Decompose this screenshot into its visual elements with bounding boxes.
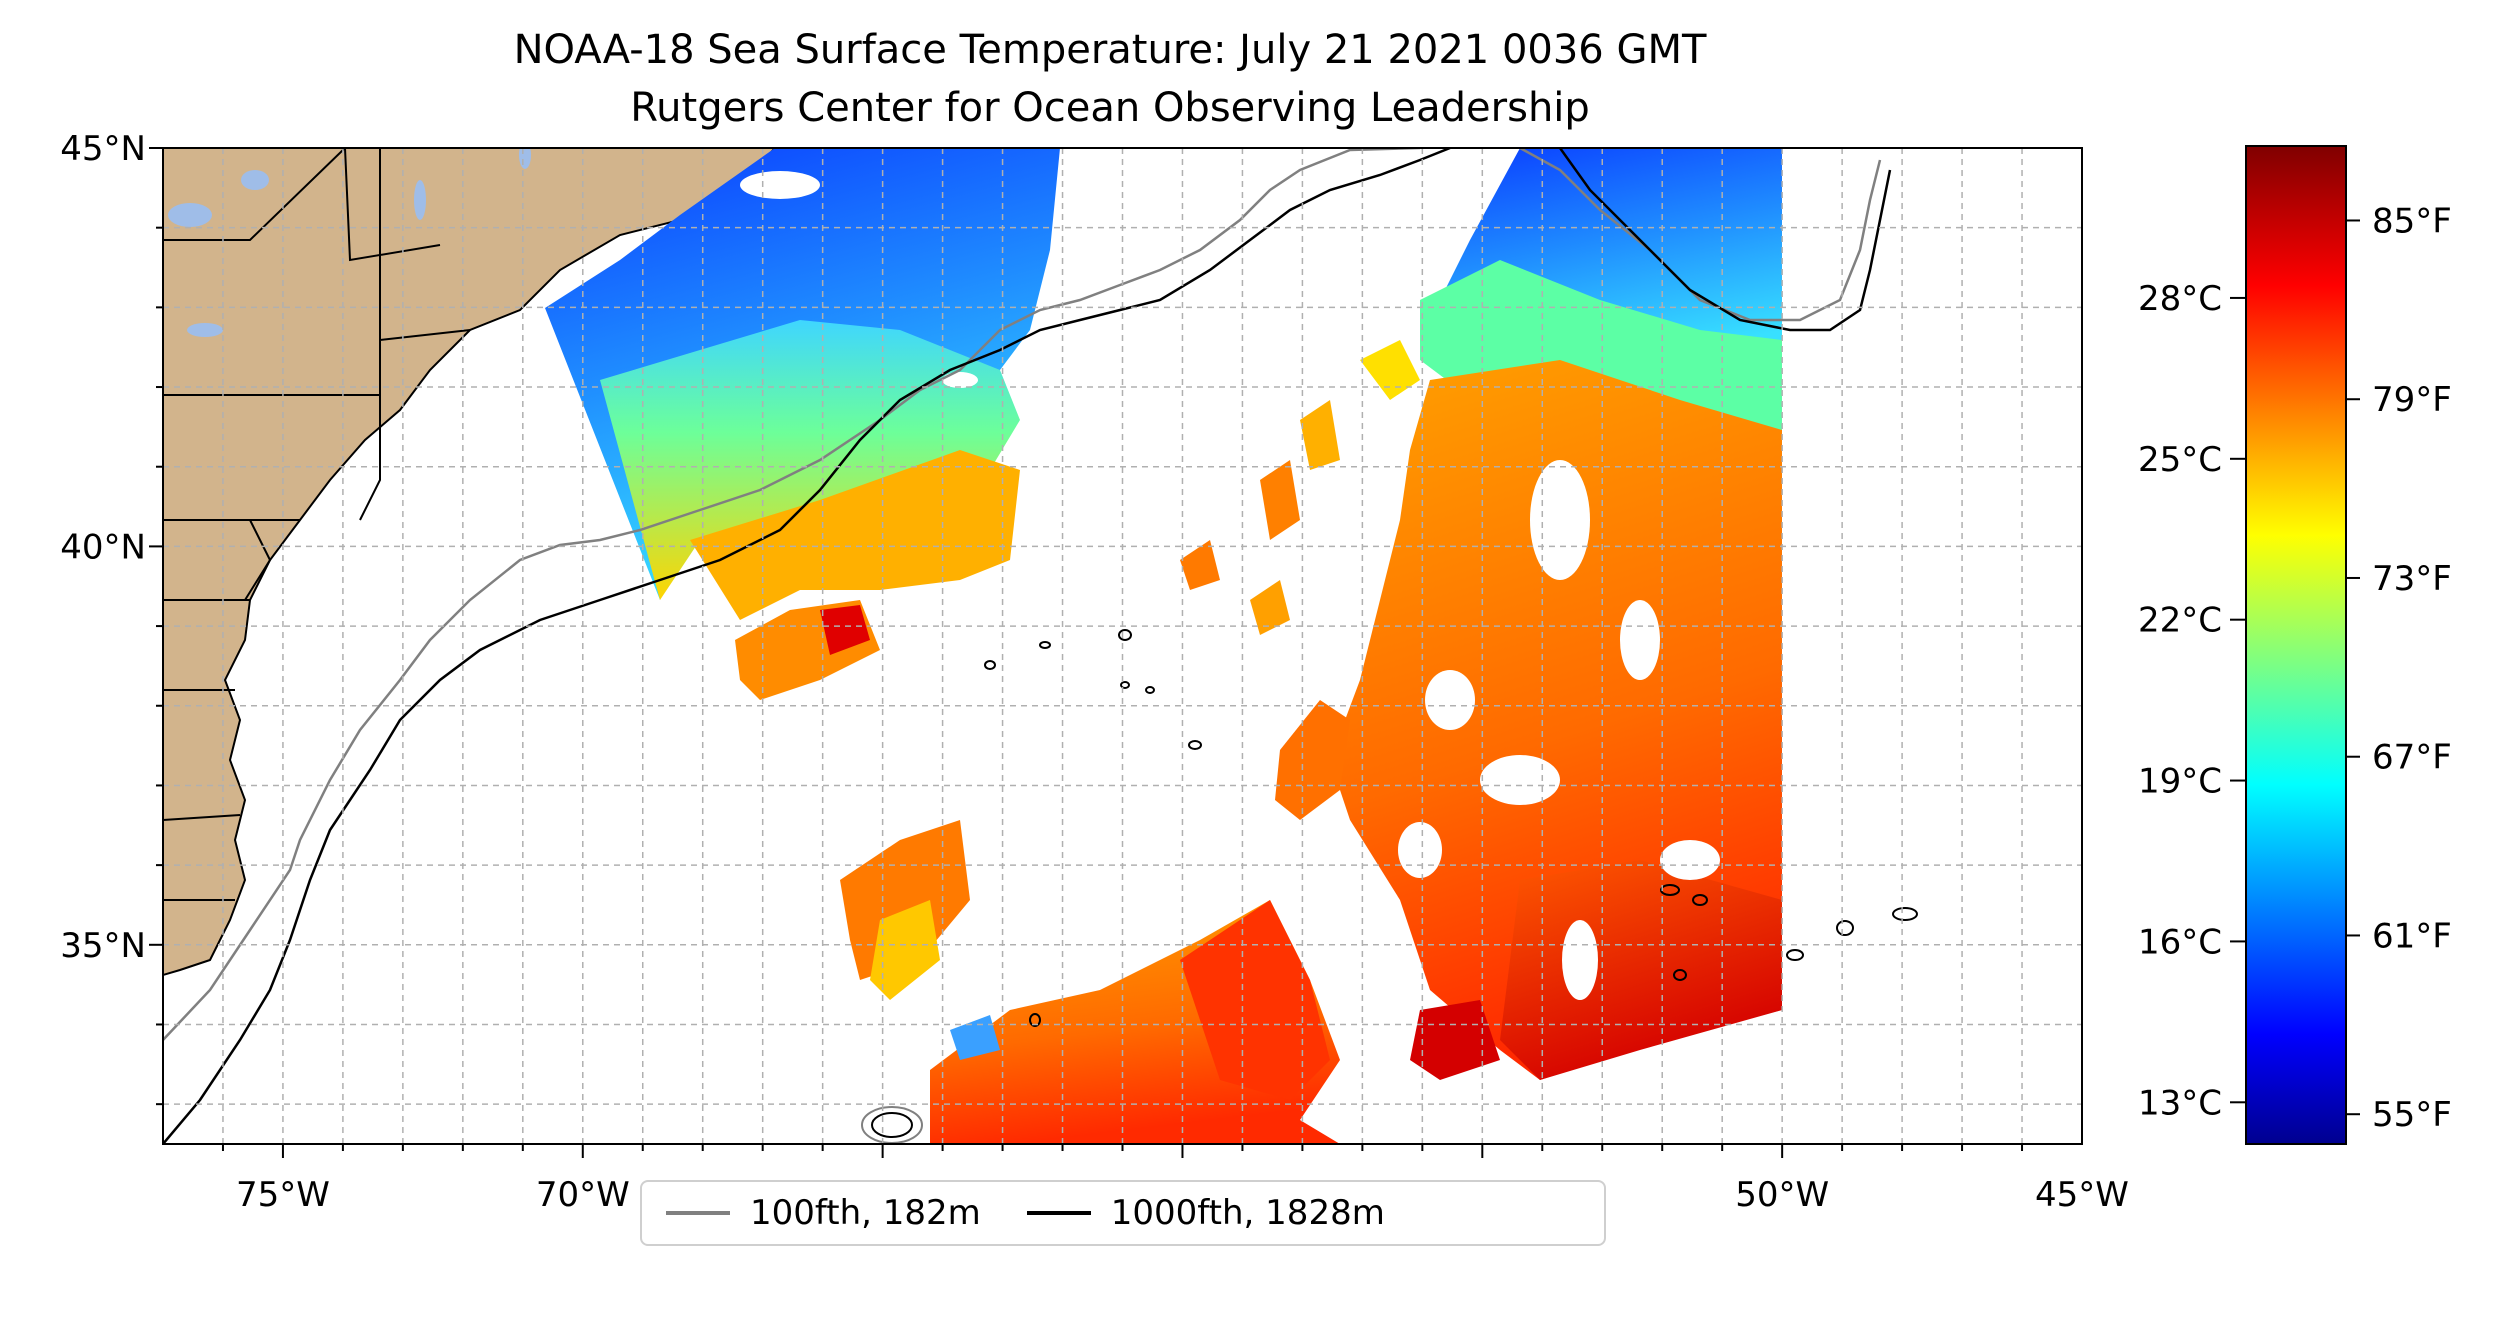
lon-tick-label: 45°W [2035, 1175, 2129, 1215]
legend-swatch-gray [666, 1211, 730, 1215]
colorbar [2245, 145, 2347, 1145]
sst-south-red [1180, 900, 1330, 1100]
colorbar-fahrenheit-label: 85°F [2372, 201, 2452, 241]
lon-tick-label: 75°W [236, 1175, 330, 1215]
colorbar-celsius-label: 22°C [2138, 601, 2222, 641]
graticule [163, 148, 2082, 1144]
colorbar-fahrenheit-label: 61°F [2372, 916, 2452, 956]
isobath-100fth-ne [1519, 148, 1882, 322]
isobath-100fth [163, 148, 1421, 1041]
colorbar-celsius-label: 19°C [2138, 762, 2222, 802]
legend-swatch-black [1026, 1211, 1091, 1215]
legend-item-100fth: 100fth, 182m [666, 1193, 981, 1233]
colorbar-fahrenheit-label: 67°F [2372, 738, 2452, 778]
seamount-contours [871, 629, 1918, 1138]
isobath-1000fth [163, 148, 1451, 1144]
legend-label: 1000fth, 1828m [1110, 1193, 1385, 1233]
lakes [168, 148, 531, 337]
lon-tick-label: 70°W [536, 1175, 630, 1215]
sst-scattered-patches [735, 340, 1420, 1000]
colorbar-fahrenheit-label: 55°F [2372, 1095, 2452, 1135]
isobath-legend: 100fth, 182m 1000fth, 1828m [640, 1180, 1606, 1246]
axis-ticks [149, 147, 2024, 1158]
legend-label: 100fth, 182m [750, 1193, 981, 1233]
colorbar-celsius-label: 16°C [2138, 922, 2222, 962]
colorbar-celsius-labels: 28°C 25°C 22°C 19°C 16°C 13°C [2138, 279, 2246, 1123]
chart-subtitle: Rutgers Center for Ocean Observing Leade… [630, 85, 1590, 131]
sst-south-cool-edge [950, 1015, 1000, 1060]
colorbar-fahrenheit-labels: 85°F 79°F 73°F 67°F 61°F 55°F [2346, 201, 2452, 1135]
colorbar-fahrenheit-label: 79°F [2372, 380, 2452, 420]
sst-cloud-gaps-east [1398, 460, 1720, 1000]
lat-tick-label: 35°N [60, 926, 146, 966]
colorbar-celsius-label: 28°C [2138, 279, 2222, 319]
lat-tick-label: 40°N [60, 527, 146, 567]
lat-tick-labels: 45°N 40°N 35°N [60, 129, 146, 966]
chart-title: NOAA-18 Sea Surface Temperature: July 21… [513, 27, 1707, 73]
legend-item-1000fth: 1000fth, 1828m [1026, 1193, 1385, 1233]
colorbar-fahrenheit-label: 73°F [2372, 559, 2452, 599]
isobath-1000fth-ne [1558, 148, 1892, 332]
colorbar-celsius-label: 25°C [2138, 440, 2222, 480]
sst-slope-region [690, 450, 1020, 620]
sst-hot-region [1500, 860, 1782, 1080]
colorbar-celsius-label: 13°C [2138, 1083, 2222, 1123]
lat-tick-label: 45°N [60, 129, 146, 169]
sst-hot-patch [1410, 1000, 1500, 1080]
lon-tick-label: 50°W [1735, 1175, 1829, 1215]
